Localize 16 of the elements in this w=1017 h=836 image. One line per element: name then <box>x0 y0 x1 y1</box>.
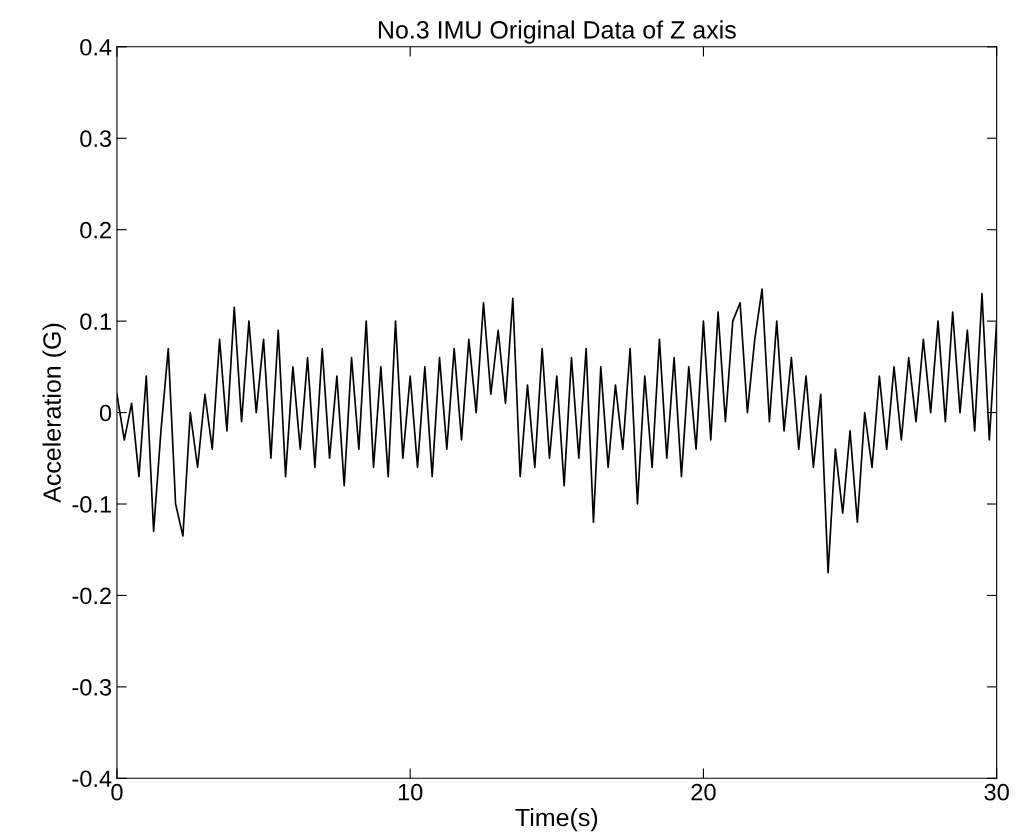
y-tick-label: -0.3 <box>72 678 112 696</box>
chart-title: No.3 IMU Original Data of Z axis <box>378 20 736 44</box>
x-tick-label: 30 <box>984 783 1009 801</box>
y-tick-label: -0.1 <box>72 496 111 513</box>
y-axis-title: Acceleration (G) <box>42 323 66 503</box>
x-tick-label: 20 <box>691 783 716 801</box>
x-tick-label: 10 <box>398 783 423 801</box>
y-tick-label: -0.4 <box>72 770 112 788</box>
y-tick-label: 0 <box>99 404 112 422</box>
y-tick-label: 0.4 <box>80 38 112 56</box>
y-tick-label: 0.1 <box>80 313 111 330</box>
x-axis-title: Time(s) <box>515 807 598 832</box>
y-tick-label: 0.3 <box>80 130 112 148</box>
y-tick-label: 0.2 <box>80 221 111 239</box>
y-tick-label: -0.2 <box>72 587 111 605</box>
x-tick-label: 0 <box>111 783 123 801</box>
